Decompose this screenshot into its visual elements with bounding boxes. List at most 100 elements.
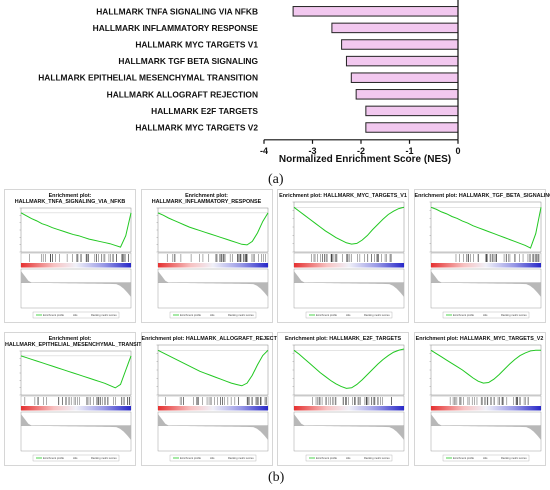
gsea-plot: Enrichment profile Hits Ranking metric sco… bbox=[19, 207, 132, 319]
ranking-metric-frame bbox=[430, 268, 541, 309]
legend-label: Hits bbox=[210, 313, 215, 317]
legend-label: Hits bbox=[483, 313, 488, 317]
rank-color-bar bbox=[21, 406, 131, 411]
gsea-panel-title: Enrichment plot: HALLMARK_MYC_TARGETS_V2 bbox=[415, 336, 544, 342]
es-plot-frame bbox=[157, 207, 268, 253]
legend-label: Enrichment profile bbox=[453, 456, 474, 460]
es-plot-frame bbox=[293, 201, 405, 253]
rank-color-bar bbox=[294, 263, 404, 268]
legend-label: Hits bbox=[210, 456, 215, 460]
enrichment-score-line bbox=[157, 212, 268, 246]
bar bbox=[365, 122, 459, 133]
legend-label: Enrichment profile bbox=[453, 313, 474, 317]
legend-label: Hits bbox=[73, 456, 78, 460]
ranking-metric-frame bbox=[157, 411, 268, 452]
panel-label-b: (b) bbox=[268, 470, 285, 485]
gsea-panel-title: Enrichment plot: HALLMARK_MYC_TARGETS_V1 bbox=[279, 193, 407, 199]
legend-label: Hits bbox=[346, 313, 351, 317]
legend-label: Ranking metric scores bbox=[228, 313, 254, 317]
bar-category-label: HALLMARK MYC TARGETS V2 bbox=[135, 123, 258, 133]
gsea-plot: Enrichment profile Hits Ranking metric sco… bbox=[292, 201, 405, 319]
gsea-panel: Enrichment plot: HALLMARK_E2F_TARGETS Enr… bbox=[277, 332, 409, 466]
x-tick-label: -1 bbox=[405, 146, 413, 156]
es-plot-frame bbox=[430, 201, 541, 253]
bar bbox=[355, 89, 459, 100]
panel-label-a: (a) bbox=[268, 172, 284, 187]
rank-color-bar bbox=[21, 263, 131, 268]
gsea-legend bbox=[305, 454, 393, 462]
gsea-legend bbox=[442, 454, 529, 462]
enrichment-score-line bbox=[20, 212, 132, 248]
gsea-legend bbox=[442, 311, 529, 319]
legend-label: Enrichment profile bbox=[43, 456, 64, 460]
x-tick-label: -4 bbox=[260, 146, 268, 156]
legend-label: Ranking metric scores bbox=[364, 456, 390, 460]
gsea-panel: Enrichment plot: HALLMARK_EPITHELIAL_MESE… bbox=[4, 332, 152, 466]
gsea-plot: Enrichment profile Hits Ranking metric sco… bbox=[429, 344, 541, 462]
gsea-panel: Enrichment plot: HALLMARK_TNFA_SIGNALING_… bbox=[4, 189, 136, 323]
bar-category-labels: HALLMARK TNFA SIGNALING VIA NFKB HALLMARK… bbox=[38, 6, 258, 132]
gsea-plot: Enrichment profile Hits Ranking metric sco… bbox=[19, 350, 132, 462]
bar bbox=[292, 6, 459, 17]
bar-category-label: HALLMARK TGF BETA SIGNALING bbox=[118, 56, 258, 66]
legend-label: Ranking metric scores bbox=[501, 313, 527, 317]
gsea-panel-subtitle: HALLMARK_EPITHELIAL_MESENCHYMAL_TRANSITI… bbox=[5, 342, 152, 348]
bar-category-label: HALLMARK ALLOGRAFT REJECTION bbox=[107, 89, 258, 99]
enrichment-score-line bbox=[430, 206, 541, 249]
enrichment-score-line bbox=[20, 355, 132, 389]
gsea-plot: Enrichment profile Hits Ranking metric sco… bbox=[156, 344, 268, 462]
rank-color-bar bbox=[157, 263, 268, 268]
bar-category-label: HALLMARK E2F TARGETS bbox=[151, 106, 258, 116]
x-tick-label: -3 bbox=[308, 146, 316, 156]
legend-label: Enrichment profile bbox=[180, 313, 201, 317]
nes-bar-chart: HALLMARK TNFA SIGNALING VIA NFKB HALLMARK… bbox=[38, 0, 461, 165]
es-plot-frame bbox=[430, 344, 541, 396]
es-plot-frame bbox=[293, 344, 405, 396]
es-plot-frame bbox=[157, 344, 268, 396]
rank-color-bar bbox=[157, 406, 268, 411]
gsea-panel-subtitle: HALLMARK_INFLAMMATORY_RESPONSE bbox=[151, 199, 262, 205]
legend-label: Ranking metric scores bbox=[91, 456, 117, 460]
legend-label: Ranking metric scores bbox=[364, 313, 390, 317]
enrichment-score-line bbox=[293, 348, 405, 389]
ranking-metric-frame bbox=[293, 411, 405, 452]
bar bbox=[341, 39, 459, 50]
x-tick-label: 0 bbox=[455, 146, 460, 156]
gsea-panel-title: Enrichment plot: HALLMARK_E2F_TARGETS bbox=[284, 336, 402, 342]
rank-color-bar bbox=[430, 406, 541, 411]
gsea-panel: Enrichment plot: HALLMARK_INFLAMMATORY_RE… bbox=[140, 189, 273, 323]
gsea-panel: Enrichment plot: HALLMARK_MYC_TARGETS_V1… bbox=[277, 189, 409, 323]
gsea-panel-title: Enrichment plot: HALLMARK_TGF_BETA_SIGNA… bbox=[414, 193, 550, 199]
legend-label: Ranking metric scores bbox=[501, 456, 527, 460]
ranking-metric-frame bbox=[293, 268, 405, 309]
ranking-metric-frame bbox=[157, 268, 268, 309]
gsea-plot: Enrichment profile Hits Ranking metric sco… bbox=[156, 207, 268, 319]
legend-label: Hits bbox=[73, 313, 78, 317]
gsea-panel: Enrichment plot: HALLMARK_TGF_BETA_SIGNA… bbox=[413, 189, 550, 323]
gsea-plot-grid: Enrichment plot: HALLMARK_TNFA_SIGNALING_… bbox=[4, 189, 550, 467]
gsea-legend bbox=[169, 311, 256, 319]
gsea-plot: Enrichment profile Hits Ranking metric sco… bbox=[429, 201, 541, 319]
bar-category-label: HALLMARK INFLAMMATORY RESPONSE bbox=[93, 23, 259, 33]
legend-label: Ranking metric scores bbox=[228, 456, 254, 460]
rank-color-bar bbox=[294, 406, 404, 411]
bar-category-label: HALLMARK MYC TARGETS V1 bbox=[135, 40, 258, 50]
legend-label: Hits bbox=[346, 456, 351, 460]
legend-label: Enrichment profile bbox=[180, 456, 201, 460]
gsea-panel-title: Enrichment plot: bbox=[48, 336, 92, 342]
legend-label: Ranking metric scores bbox=[91, 313, 117, 317]
bar bbox=[350, 72, 459, 83]
gsea-legend bbox=[305, 311, 393, 319]
gsea-panel-title: Enrichment plot: bbox=[48, 193, 92, 199]
x-axis-ticks: -4 -3 -2 -1 0 bbox=[260, 139, 461, 156]
legend-label: Enrichment profile bbox=[316, 456, 337, 460]
rank-color-bar bbox=[430, 263, 541, 268]
ranking-metric-frame bbox=[20, 268, 132, 309]
bar-marks bbox=[292, 6, 459, 133]
bar bbox=[345, 55, 459, 67]
ranking-metric-frame bbox=[430, 411, 541, 452]
bar-category-label: HALLMARK TNFA SIGNALING VIA NFKB bbox=[96, 6, 258, 16]
gsea-legend bbox=[32, 311, 120, 319]
legend-label: Hits bbox=[483, 456, 488, 460]
enrichment-score-line bbox=[293, 206, 405, 245]
